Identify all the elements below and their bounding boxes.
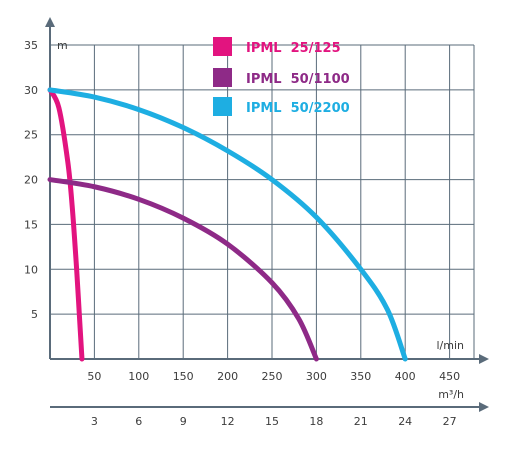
grid: [50, 44, 475, 359]
y-tick-label: 5: [31, 308, 38, 321]
series-curve-3: [47, 87, 408, 362]
x-secondary-tick-label: 9: [180, 415, 187, 428]
y-tick-label: 10: [24, 263, 38, 276]
x-axis-unit: l/min: [436, 339, 464, 352]
x-tick-label: 350: [350, 370, 371, 383]
x-tick-label: 200: [217, 370, 238, 383]
x-tick-label: 150: [173, 370, 194, 383]
y-tick-label: 30: [24, 84, 38, 97]
x-secondary-tick-label: 3: [91, 415, 98, 428]
legend-swatch: [213, 97, 232, 116]
legend-swatch: [213, 68, 232, 87]
x-tick-label: 400: [395, 370, 416, 383]
legend-label: IPML 50/2200: [246, 101, 350, 116]
x-tick-label: 450: [439, 370, 460, 383]
y-tick-label: 35: [24, 39, 38, 52]
x-secondary-tick-label: 27: [443, 415, 457, 428]
x-secondary-tick-label: 12: [221, 415, 235, 428]
series-curve-1: [47, 87, 85, 362]
x-tick-label: 300: [306, 370, 327, 383]
x-axis-secondary-unit: m³/h: [438, 388, 464, 401]
series-curve-2: [47, 177, 319, 362]
legend: IPML 25/125 IPML 50/1100 IPML 50/2200: [213, 37, 350, 116]
x-axis-arrow-icon: [479, 354, 489, 364]
x-secondary-tick-label: 6: [135, 415, 142, 428]
legend-label: IPML 25/125: [246, 41, 341, 56]
x-secondary-tick-label: 18: [309, 415, 323, 428]
x-tick-label: 100: [128, 370, 149, 383]
y-tick-label: 25: [24, 129, 38, 142]
x-secondary-tick-label: 24: [398, 415, 412, 428]
axes: 5 10 15 20 25 30 35 m 50 100 150 200 250 300 350 400 450…: [24, 17, 489, 428]
legend-label: IPML 50/1100: [246, 72, 350, 87]
legend-swatch: [213, 37, 232, 56]
x-secondary-tick-label: 21: [354, 415, 368, 428]
y-tick-label: 20: [24, 174, 38, 187]
x-axis-secondary-arrow-icon: [479, 402, 489, 412]
series-curves: [47, 87, 408, 362]
x-secondary-tick-label: 15: [265, 415, 279, 428]
y-axis-unit: m: [57, 39, 68, 52]
y-tick-label: 15: [24, 218, 38, 231]
y-axis-arrow-icon: [45, 17, 55, 27]
x-tick-label: 50: [87, 370, 101, 383]
x-tick-label: 250: [262, 370, 283, 383]
